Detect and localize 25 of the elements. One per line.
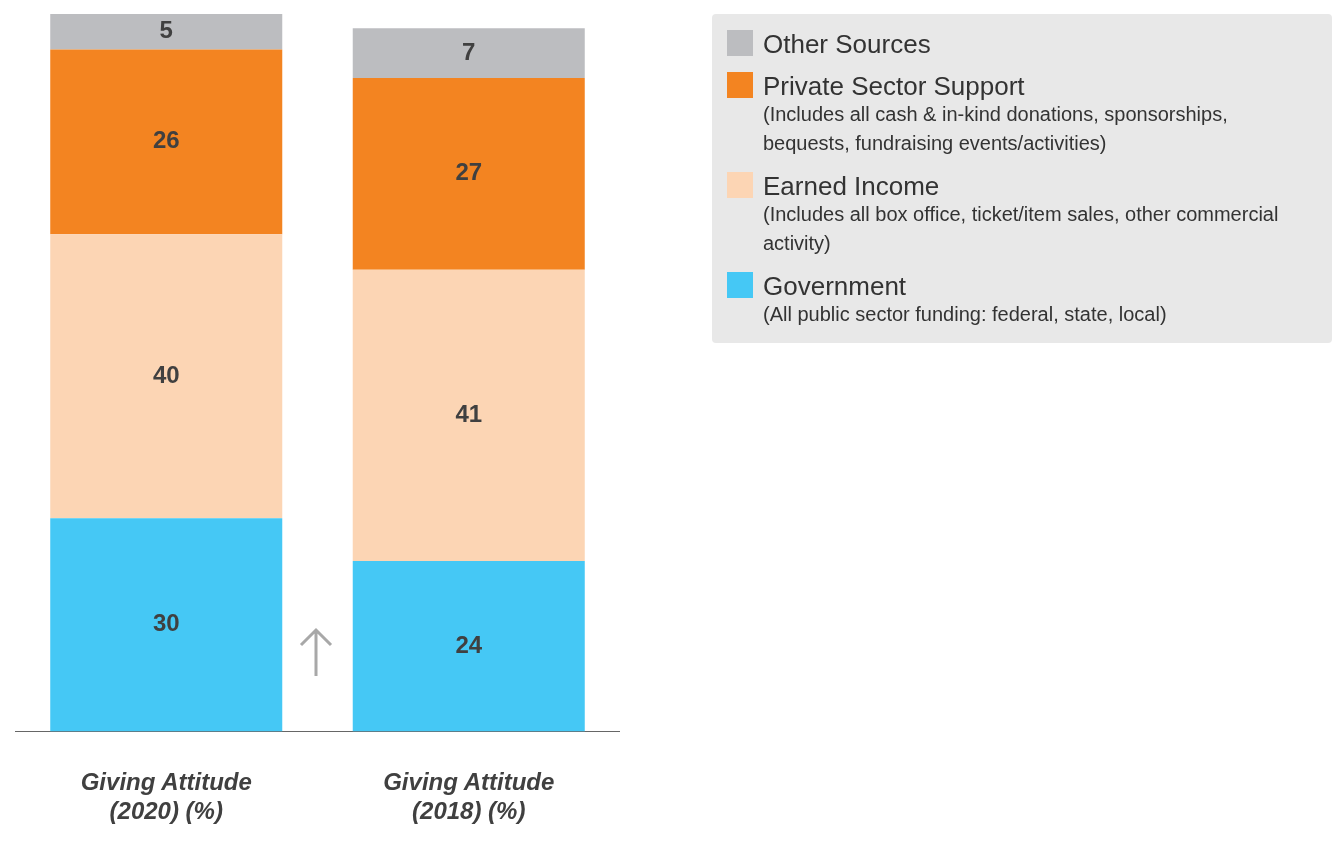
legend-label: Private Sector Support bbox=[763, 71, 1026, 101]
data-label: 30 bbox=[152, 609, 180, 637]
data-label: 26 bbox=[152, 126, 180, 154]
text: (Includes all cash & in-kind donations, sponsorships, bequests, fundraising events/activities) bbox=[763, 102, 1229, 156]
legend-label: Government bbox=[763, 271, 908, 301]
data-label: 5 bbox=[159, 16, 173, 44]
data-label: 7 bbox=[462, 37, 476, 65]
text: (Includes all box office, ticket/item sales, other commercial activity) bbox=[763, 202, 1280, 256]
data-label: 40 bbox=[152, 360, 180, 388]
x-tick-label: Giving Attitude (2018) (%) bbox=[383, 768, 555, 825]
data-label: 27 bbox=[455, 158, 483, 186]
bar bbox=[50, 14, 283, 50]
bar bbox=[352, 269, 585, 561]
legend-label: Earned Income bbox=[763, 171, 941, 201]
bar bbox=[352, 560, 585, 732]
legend-label: Other Sources bbox=[763, 29, 931, 59]
bar bbox=[352, 28, 585, 78]
bar bbox=[50, 49, 283, 235]
bar bbox=[50, 234, 283, 519]
data-label: 24 bbox=[455, 630, 483, 658]
bar bbox=[50, 518, 283, 732]
bar bbox=[352, 77, 585, 270]
data-label: 41 bbox=[455, 399, 483, 427]
text: (All public sector funding: federal, state, local) bbox=[763, 302, 1167, 327]
x-tick-label: Giving Attitude (2020) (%) bbox=[80, 768, 252, 825]
